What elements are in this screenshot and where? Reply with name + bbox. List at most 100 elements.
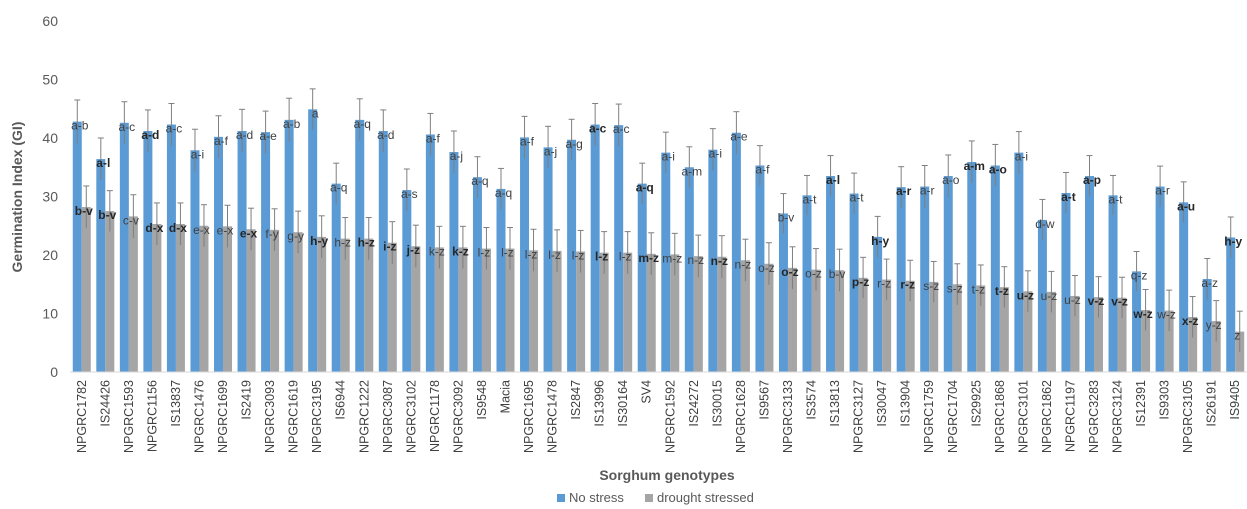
bar-drought-stressed <box>529 250 539 372</box>
bar-drought-stressed <box>128 216 138 372</box>
significance-label-drought: g-y <box>287 229 304 243</box>
significance-label-no-stress: h-y <box>1224 234 1242 248</box>
significance-label-no-stress: a-r <box>896 184 912 198</box>
bar-drought-stressed <box>764 263 774 372</box>
significance-label-drought: l-z <box>548 248 561 262</box>
category-label: NPGRC1592 <box>663 380 677 453</box>
bar-drought-stressed <box>458 247 468 372</box>
category-label: NPGRC3195 <box>310 380 324 453</box>
y-tick-label: 50 <box>42 72 58 88</box>
bar-drought-stressed <box>693 256 703 372</box>
x-axis-title: Sorghum genotypes <box>599 467 735 483</box>
y-tick-label: 20 <box>42 247 58 263</box>
category-label: IS30015 <box>710 380 724 427</box>
bar-no-stress <box>614 125 624 372</box>
significance-label-no-stress: a-c <box>166 122 183 136</box>
bar-drought-stressed <box>387 242 397 372</box>
category-label: IS12391 <box>1134 380 1148 427</box>
significance-label-drought: i-z <box>383 240 396 254</box>
bar-drought-stressed <box>835 270 845 372</box>
bar-drought-stressed <box>576 251 586 372</box>
significance-label-no-stress: a-l <box>96 156 110 170</box>
bar-no-stress <box>590 124 600 372</box>
legend-label-no-stress: No stress <box>569 490 624 505</box>
category-label: NPGRC1699 <box>216 380 230 453</box>
significance-label-drought: l-z <box>478 246 491 260</box>
significance-label-drought: e-x <box>193 223 210 237</box>
category-label: IS13813 <box>828 380 842 427</box>
bar-drought-stressed <box>905 280 915 372</box>
bar-no-stress <box>896 187 906 372</box>
significance-label-drought: m-z <box>662 251 682 265</box>
y-axis-ticks: 0 10 20 30 40 50 60 <box>42 13 58 380</box>
category-label: IS30047 <box>875 380 889 427</box>
bar-no-stress <box>190 150 200 372</box>
bar-no-stress <box>166 124 176 372</box>
significance-label-no-stress: a-s <box>401 187 418 201</box>
category-label: IS9548 <box>475 380 489 420</box>
category-label: NPGRC1478 <box>546 380 560 453</box>
significance-label-no-stress: a-e <box>730 130 748 144</box>
significance-label-no-stress: a-f <box>755 162 770 176</box>
significance-label-drought: e-x <box>217 223 234 237</box>
significance-label-drought: z <box>1234 329 1240 343</box>
bar-drought-stressed <box>623 252 633 372</box>
bar-no-stress <box>331 183 341 372</box>
significance-label-drought: r-z <box>900 278 915 292</box>
bar-no-stress <box>402 190 412 372</box>
category-label: IS13904 <box>899 380 913 427</box>
bar-drought-stressed <box>787 267 797 372</box>
bar-drought-stressed <box>1164 310 1174 372</box>
significance-label-no-stress: q-z <box>1131 268 1148 282</box>
significance-label-no-stress: b-v <box>778 210 795 224</box>
bar-drought-stressed <box>811 269 821 372</box>
category-label: NPGRC1782 <box>75 380 89 453</box>
bar-drought-stressed <box>246 229 256 372</box>
significance-label-no-stress: a-i <box>191 147 204 161</box>
significance-label-drought: u-z <box>1064 293 1081 307</box>
significance-label-no-stress: a-d <box>377 128 394 142</box>
bar-no-stress <box>967 161 977 372</box>
significance-label-no-stress: a-q <box>495 186 512 200</box>
category-label: NPGRC3124 <box>1111 380 1125 453</box>
bar-no-stress <box>826 176 836 372</box>
bar-no-stress <box>1202 278 1212 372</box>
significance-label-drought: h-z <box>358 236 375 250</box>
significance-label-drought: b-v <box>75 204 93 218</box>
significance-label-drought: k-z <box>429 244 445 258</box>
significance-label-no-stress: a-i <box>709 147 722 161</box>
legend-swatch-no-stress <box>557 494 565 502</box>
significance-label-no-stress: a-c <box>613 122 630 136</box>
significance-label-drought: l-z <box>595 250 608 264</box>
bar-no-stress <box>802 195 812 372</box>
category-label: SV4 <box>640 380 654 404</box>
bar-no-stress <box>1014 152 1024 372</box>
bar-no-stress <box>661 152 671 372</box>
bar-no-stress <box>990 165 1000 372</box>
significance-label-drought: d-x <box>169 221 187 235</box>
bar-drought-stressed <box>999 287 1009 372</box>
bar-drought-stressed <box>929 281 939 372</box>
category-label: IS29925 <box>969 380 983 427</box>
significance-label-no-stress: a-q <box>636 181 654 195</box>
category-label: NPGRC3133 <box>781 380 795 453</box>
category-label: NPGRC1222 <box>357 380 371 453</box>
significance-label-drought: t-z <box>995 284 1009 298</box>
significance-label-no-stress: a-z <box>1201 276 1218 290</box>
bar-no-stress <box>1084 176 1094 372</box>
category-label: NPGRC1476 <box>192 380 206 453</box>
category-label: IS9567 <box>757 380 771 420</box>
significance-label-no-stress: a-m <box>964 159 985 173</box>
bar-drought-stressed <box>1211 321 1221 372</box>
category-label: NPGRC1178 <box>428 380 442 452</box>
significance-label-drought: o-z <box>781 265 798 279</box>
significance-label-no-stress: a-i <box>662 150 675 164</box>
significance-label-no-stress: a-q <box>471 174 488 188</box>
bar-no-stress <box>708 149 718 372</box>
category-label: Macia <box>498 380 512 413</box>
bar-drought-stressed <box>1141 309 1151 372</box>
category-label: NPGRC1197 <box>1063 380 1077 452</box>
significance-label-drought: w-z <box>1132 307 1152 321</box>
category-label: NPGRC1759 <box>922 380 936 453</box>
significance-label-drought: k-z <box>452 244 469 258</box>
